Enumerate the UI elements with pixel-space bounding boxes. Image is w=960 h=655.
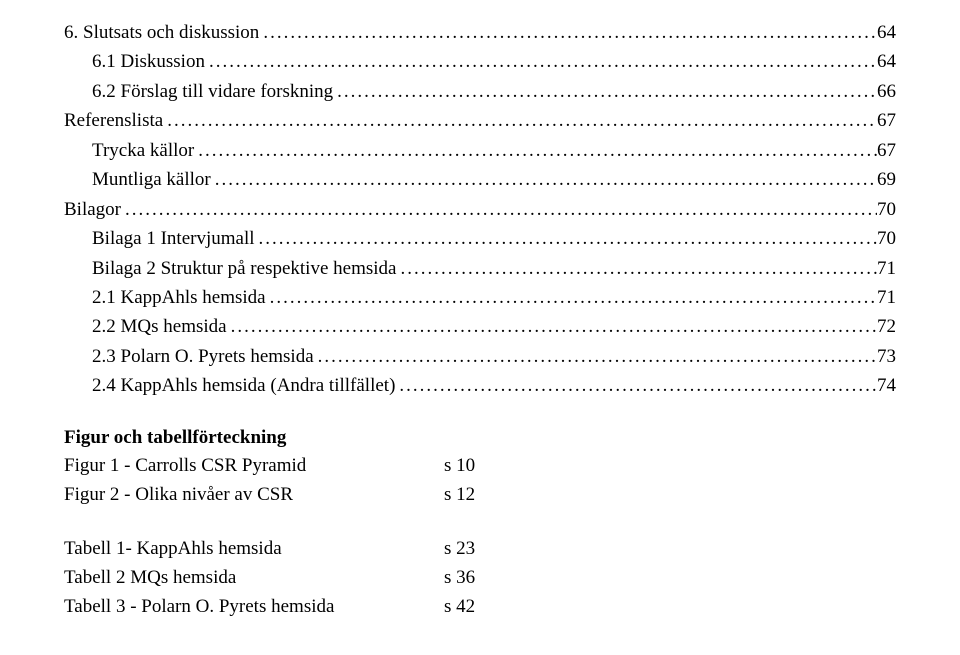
toc-entry-label: 2.3 Polarn O. Pyrets hemsida: [92, 342, 314, 371]
toc-entry-label: 2.1 KappAhls hemsida: [92, 283, 266, 312]
table-entry: Tabell 2 MQs hemsidas 36: [64, 563, 896, 592]
toc-entry-page: 71: [877, 283, 896, 312]
toc-entry-page: 67: [877, 106, 896, 135]
toc-entry: Referenslista 67: [64, 106, 896, 135]
toc-entry-label: 6.2 Förslag till vidare forskning: [92, 77, 333, 106]
document-page: 6. Slutsats och diskussion 646.1 Diskuss…: [0, 0, 960, 622]
toc-entry: 6.1 Diskussion 64: [64, 47, 896, 76]
table-entry-label: Tabell 1- KappAhls hemsida: [64, 534, 444, 563]
toc-entry: 6. Slutsats och diskussion 64: [64, 18, 896, 47]
toc-entry-label: Trycka källor: [92, 136, 194, 165]
table-entry-label: Tabell 2 MQs hemsida: [64, 563, 444, 592]
toc-entry: Muntliga källor 69: [64, 165, 896, 194]
toc-entry-page: 74: [877, 371, 896, 400]
toc-entry-page: 73: [877, 342, 896, 371]
figure-entry: Figur 2 - Olika nivåer av CSRs 12: [64, 480, 896, 509]
toc-entry-page: 64: [877, 47, 896, 76]
toc-entry: 2.3 Polarn O. Pyrets hemsida 73: [64, 342, 896, 371]
toc-entry-label: 6. Slutsats och diskussion: [64, 18, 259, 47]
table-entry-page: s 23: [444, 534, 475, 563]
toc-entry: Bilaga 2 Struktur på respektive hemsida …: [64, 254, 896, 283]
figure-entry: Figur 1 - Carrolls CSR Pyramids 10: [64, 451, 896, 480]
toc-entry-label: 2.2 MQs hemsida: [92, 312, 227, 341]
toc-leader-dots: [395, 371, 877, 400]
toc-entry-page: 72: [877, 312, 896, 341]
figure-table-list-heading: Figur och tabellförteckning: [64, 427, 896, 449]
table-entry-label: Tabell 3 - Polarn O. Pyrets hemsida: [64, 592, 444, 621]
toc-entry-label: 2.4 KappAhls hemsida (Andra tillfället): [92, 371, 395, 400]
tables-list: Tabell 1- KappAhls hemsidas 23Tabell 2 M…: [64, 534, 896, 622]
figure-entry-page: s 10: [444, 451, 475, 480]
toc-leader-dots: [314, 342, 877, 371]
toc-leader-dots: [259, 18, 877, 47]
figure-entry-page: s 12: [444, 480, 475, 509]
toc-entry: Bilagor 70: [64, 195, 896, 224]
table-entry: Tabell 1- KappAhls hemsidas 23: [64, 534, 896, 563]
figures-list: Figur 1 - Carrolls CSR Pyramids 10Figur …: [64, 451, 896, 510]
table-entry-page: s 42: [444, 592, 475, 621]
toc-entry-label: Muntliga källor: [92, 165, 211, 194]
table-entry-page: s 36: [444, 563, 475, 592]
toc-entry-label: Bilaga 1 Intervjumall: [92, 224, 255, 253]
toc-leader-dots: [396, 254, 877, 283]
toc-leader-dots: [121, 195, 877, 224]
toc-entry-label: Referenslista: [64, 106, 163, 135]
toc-entry-page: 67: [877, 136, 896, 165]
toc-entry-page: 66: [877, 77, 896, 106]
toc-leader-dots: [266, 283, 877, 312]
toc-entry: Bilaga 1 Intervjumall 70: [64, 224, 896, 253]
figure-entry-label: Figur 1 - Carrolls CSR Pyramid: [64, 451, 444, 480]
toc-entry: 2.4 KappAhls hemsida (Andra tillfället) …: [64, 371, 896, 400]
toc-entry-page: 71: [877, 254, 896, 283]
toc-leader-dots: [255, 224, 877, 253]
toc-leader-dots: [205, 47, 877, 76]
toc-entry: Trycka källor 67: [64, 136, 896, 165]
toc-entry: 2.2 MQs hemsida 72: [64, 312, 896, 341]
figure-entry-label: Figur 2 - Olika nivåer av CSR: [64, 480, 444, 509]
toc-entry-page: 70: [877, 195, 896, 224]
toc-entry-page: 70: [877, 224, 896, 253]
toc-leader-dots: [211, 165, 877, 194]
toc-leader-dots: [194, 136, 877, 165]
toc-entry-page: 69: [877, 165, 896, 194]
toc-entry: 2.1 KappAhls hemsida 71: [64, 283, 896, 312]
toc-entry-page: 64: [877, 18, 896, 47]
toc-leader-dots: [227, 312, 877, 341]
table-entry: Tabell 3 - Polarn O. Pyrets hemsidas 42: [64, 592, 896, 621]
toc-leader-dots: [163, 106, 877, 135]
toc-leader-dots: [333, 77, 877, 106]
toc-entry-label: Bilagor: [64, 195, 121, 224]
toc-entry-label: Bilaga 2 Struktur på respektive hemsida: [92, 254, 396, 283]
spacer: [64, 510, 896, 534]
toc-entry-label: 6.1 Diskussion: [92, 47, 205, 76]
toc-entry: 6.2 Förslag till vidare forskning 66: [64, 77, 896, 106]
table-of-contents: 6. Slutsats och diskussion 646.1 Diskuss…: [64, 18, 896, 401]
